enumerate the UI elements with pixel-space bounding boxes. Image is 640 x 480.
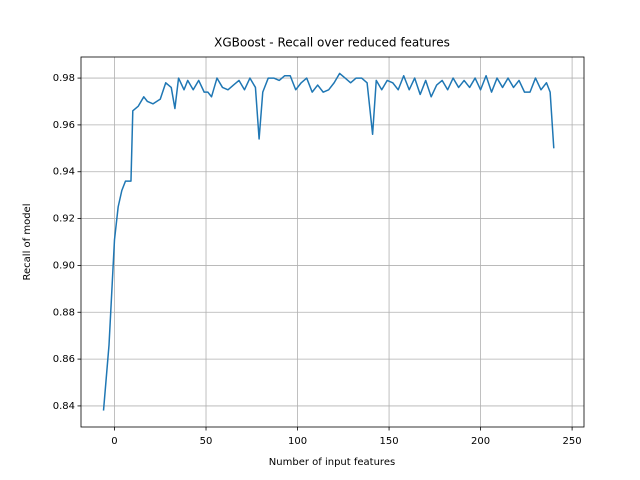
x-tick-label: 100 <box>288 436 307 447</box>
y-tick-label: 0.88 <box>53 307 75 318</box>
x-tick-label: 250 <box>563 436 582 447</box>
y-tick-label: 0.96 <box>53 120 75 131</box>
y-tick-label: 0.84 <box>53 401 75 412</box>
y-tick-label: 0.86 <box>53 354 75 365</box>
y-tick-label: 0.92 <box>53 214 75 225</box>
x-tick-label: 200 <box>471 436 490 447</box>
x-tick-label: 0 <box>111 436 117 447</box>
data-line <box>102 72 555 411</box>
plot-frame <box>80 56 585 428</box>
x-tick-label: 50 <box>200 436 213 447</box>
x-axis-label: Number of input features <box>269 457 395 468</box>
y-tick-label: 0.98 <box>53 73 75 84</box>
y-axis-label: Recall of model <box>22 204 33 281</box>
y-tick-label: 0.90 <box>53 260 75 271</box>
y-tick-label: 0.94 <box>53 167 75 178</box>
chart-title: XGBoost - Recall over reduced features <box>214 36 450 50</box>
x-tick-label: 150 <box>380 436 399 447</box>
